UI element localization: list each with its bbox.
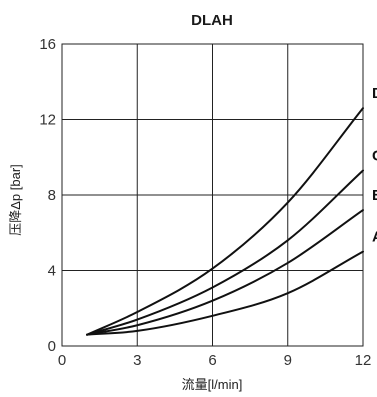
x-tick-label-2: 6 [208, 352, 216, 369]
x-axis: 0 3 6 9 12 [58, 352, 372, 369]
grid [62, 44, 363, 346]
series-label-A: A [372, 229, 377, 246]
x-tick-label-4: 12 [355, 352, 372, 369]
series-line-B [86, 209, 364, 336]
y-tick-label-2: 8 [48, 187, 56, 204]
y-tick-label-1: 4 [48, 263, 56, 280]
series-line-D [86, 107, 364, 336]
y-tick-label-3: 12 [39, 112, 56, 129]
series-label-C: C [372, 147, 377, 164]
series-label-D: D [372, 85, 377, 102]
x-tick-label-0: 0 [58, 352, 66, 369]
plot-frame [61, 43, 364, 347]
series-line-A [86, 250, 364, 336]
series-label-B: B [372, 187, 377, 204]
y-axis: 0 4 8 12 16 [39, 36, 56, 355]
series-lines [86, 107, 364, 336]
x-axis-label: 流量[l/min] [182, 377, 243, 392]
y-axis-label: 压降Δp [bar] [8, 164, 23, 236]
series-labels: D C B A [372, 85, 377, 245]
y-tick-label-0: 0 [48, 338, 56, 355]
chart-title: DLAH [191, 12, 233, 29]
x-tick-label-3: 9 [284, 352, 292, 369]
y-tick-label-4: 16 [39, 36, 56, 53]
series-line-C [86, 169, 364, 336]
x-tick-label-1: 3 [133, 352, 141, 369]
